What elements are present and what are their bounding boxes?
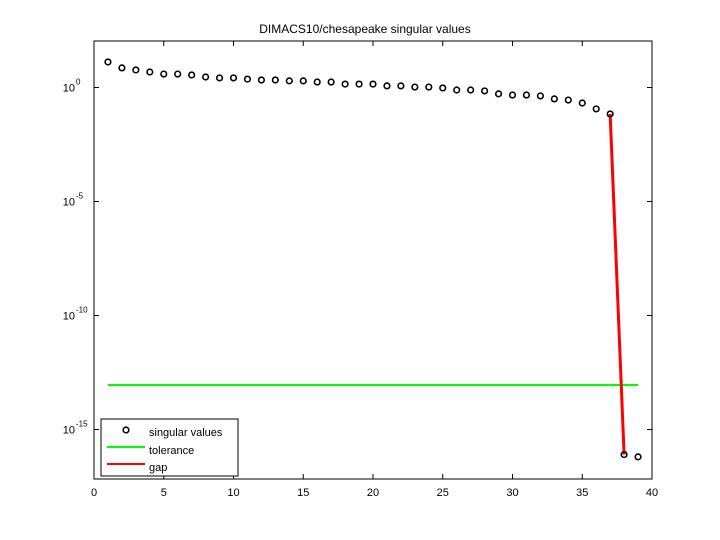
data-point (215, 74, 224, 82)
data-point (481, 87, 489, 95)
data-point (453, 86, 461, 94)
data-point (383, 82, 391, 90)
data-point (578, 99, 586, 107)
data-point (146, 68, 154, 76)
plot-series (104, 58, 642, 461)
data-point (327, 78, 335, 86)
x-tick-label: 15 (297, 487, 309, 499)
data-point (299, 77, 307, 85)
y-tick-label-exponent: -5 (76, 192, 84, 201)
data-point (313, 78, 321, 86)
data-point (550, 95, 558, 103)
series-gap (608, 113, 626, 455)
chart-title: DIMACS10/chesapeake singular values (259, 22, 470, 36)
y-tick-label-base: 10 (63, 83, 75, 95)
data-point (536, 92, 545, 100)
data-point (522, 91, 531, 99)
data-point (341, 80, 349, 88)
data-point (592, 105, 600, 113)
data-point (369, 80, 377, 88)
x-tick-label: 30 (506, 487, 518, 499)
data-point (229, 74, 238, 82)
data-point (425, 83, 433, 91)
legend: singular values tolerance gap (100, 418, 239, 477)
data-point (243, 75, 252, 83)
data-point (271, 76, 279, 84)
y-tick-label-base: 10 (63, 425, 75, 437)
data-point (104, 58, 112, 66)
data-point (285, 77, 293, 85)
data-point (634, 453, 642, 461)
legend-label-singular-values: singular values (149, 427, 223, 439)
data-point (118, 64, 126, 72)
x-tick-label: 10 (227, 487, 239, 499)
data-point (188, 71, 196, 79)
data-point (202, 73, 210, 81)
data-point (132, 66, 140, 74)
data-point (397, 82, 405, 90)
data-point (606, 110, 614, 118)
x-tick-label: 25 (437, 487, 449, 499)
y-tick-label-base: 10 (63, 197, 75, 209)
x-tick-label: 35 (576, 487, 588, 499)
y-tick-label-exponent: -10 (76, 306, 88, 315)
data-point (174, 70, 182, 78)
y-tick-label-exponent: 0 (76, 78, 81, 87)
y-tick-label-base: 10 (63, 311, 75, 323)
x-tick-label: 0 (91, 487, 97, 499)
data-point (355, 80, 363, 88)
legend-label-gap: gap (149, 462, 167, 474)
x-tick-label: 5 (161, 487, 167, 499)
data-point (508, 91, 517, 99)
data-point (411, 83, 419, 91)
x-tick-label: 20 (367, 487, 379, 499)
x-tick-label: 40 (646, 487, 658, 499)
data-point (494, 90, 503, 98)
data-point (620, 450, 628, 459)
data-point (439, 84, 447, 92)
x-axis: 0 5 10 15 20 25 30 35 40 (91, 41, 658, 499)
legend-label-tolerance: tolerance (149, 445, 194, 457)
y-tick-label-exponent: -15 (76, 420, 88, 429)
data-point (160, 70, 168, 78)
data-point (257, 76, 266, 84)
data-point (467, 86, 475, 94)
data-point (564, 96, 572, 104)
legend-marker-singular-values (122, 426, 130, 434)
